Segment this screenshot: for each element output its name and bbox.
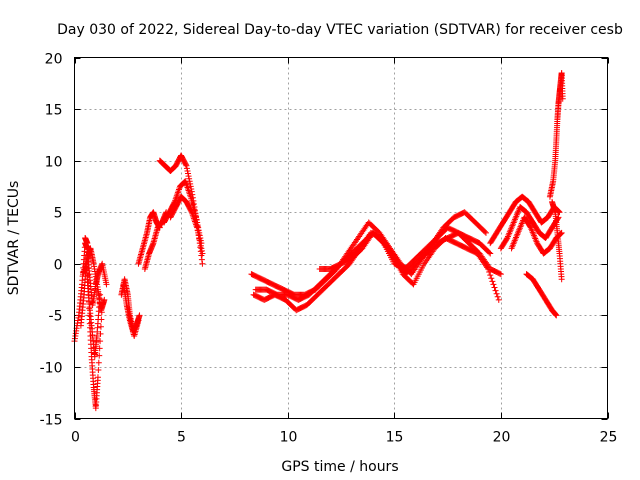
data-point	[97, 330, 104, 337]
data-point	[199, 260, 206, 267]
x-tick-label: 20	[493, 430, 511, 446]
data-point	[97, 291, 104, 298]
data-point	[557, 230, 564, 237]
data-point	[183, 165, 190, 172]
y-tick-label: 5	[54, 206, 63, 222]
data-point	[195, 229, 202, 236]
data-point	[559, 95, 566, 102]
data-point	[553, 312, 560, 319]
data-point	[97, 323, 104, 330]
y-tick-label: -10	[40, 361, 63, 377]
data-point	[492, 287, 499, 294]
data-point	[555, 214, 562, 221]
data-point	[187, 183, 194, 190]
data-point	[101, 296, 108, 303]
series-s17	[497, 204, 562, 252]
data-point	[494, 293, 501, 300]
series-s3	[82, 235, 110, 309]
series-s20	[546, 69, 566, 200]
series-s15	[316, 224, 504, 278]
data-point	[196, 237, 203, 244]
data-point	[198, 256, 205, 263]
data-point	[97, 338, 104, 345]
series-s12	[248, 209, 489, 298]
series-s21	[549, 198, 565, 283]
y-tick-label: 10	[45, 155, 63, 171]
data-point	[558, 230, 565, 237]
data-points	[71, 69, 566, 412]
data-point	[491, 284, 498, 291]
series-s6	[120, 281, 142, 339]
data-point	[187, 180, 194, 187]
plot-frame	[74, 57, 608, 419]
data-point	[482, 229, 489, 236]
x-tick-label: 10	[280, 430, 298, 446]
data-point	[497, 271, 504, 278]
y-tick-labels: -15 -10 -5 0 5 10 15 20	[40, 52, 63, 429]
data-point	[379, 239, 386, 246]
data-point	[135, 317, 142, 324]
data-point	[194, 224, 201, 231]
x-tick-labels: 0 5 10 15 20 25	[71, 430, 617, 446]
series-s13	[250, 229, 502, 314]
x-axis-label: GPS time / hours	[281, 459, 398, 475]
data-point	[481, 228, 488, 235]
series-s19	[523, 271, 560, 319]
x-tick-label: 5	[177, 430, 186, 446]
data-point	[188, 208, 195, 215]
data-point	[185, 173, 192, 180]
y-tick-label: 15	[45, 103, 63, 119]
data-point	[103, 281, 110, 288]
data-point	[194, 227, 201, 234]
series-s9	[156, 152, 206, 267]
data-point	[555, 208, 562, 215]
data-point	[175, 188, 182, 195]
y-axis-label: SDTVAR / TECUs	[6, 181, 22, 296]
data-point	[487, 272, 494, 279]
data-point	[196, 235, 203, 241]
data-point	[136, 312, 143, 319]
data-point	[197, 242, 204, 249]
y-tick-label: 0	[54, 258, 63, 274]
data-point	[94, 374, 101, 381]
data-point	[527, 223, 534, 230]
data-point	[197, 240, 204, 247]
y-tick-label: 20	[45, 52, 63, 68]
data-point	[495, 296, 502, 303]
data-point	[96, 352, 103, 359]
series-s10	[161, 178, 205, 247]
data-point	[184, 167, 191, 174]
data-point	[95, 367, 102, 374]
data-point	[490, 281, 497, 288]
chart-title: Day 030 of 2022, Sidereal Day-to-day VTE…	[57, 22, 623, 38]
data-point	[95, 359, 102, 366]
data-point	[487, 250, 494, 257]
series-s4	[80, 245, 108, 314]
series-s11	[167, 193, 206, 257]
y-tick-label: -15	[40, 413, 63, 429]
data-point	[493, 290, 500, 297]
x-tick-label: 25	[600, 430, 618, 446]
data-point	[496, 270, 503, 277]
data-point	[186, 175, 193, 182]
data-point	[182, 161, 189, 168]
y-tick-label: -5	[49, 309, 63, 325]
data-point	[195, 232, 202, 239]
data-point	[503, 236, 510, 243]
data-point	[558, 276, 565, 283]
data-point	[488, 275, 495, 282]
data-point	[199, 250, 206, 257]
data-point	[198, 247, 205, 254]
data-point	[183, 162, 190, 169]
data-point	[489, 278, 496, 285]
data-point	[198, 245, 205, 252]
data-point	[184, 184, 191, 191]
x-tick-label: 15	[386, 430, 404, 446]
data-point	[174, 189, 181, 196]
x-tick-label: 0	[71, 430, 80, 446]
data-point	[486, 249, 493, 256]
data-point	[185, 170, 192, 177]
